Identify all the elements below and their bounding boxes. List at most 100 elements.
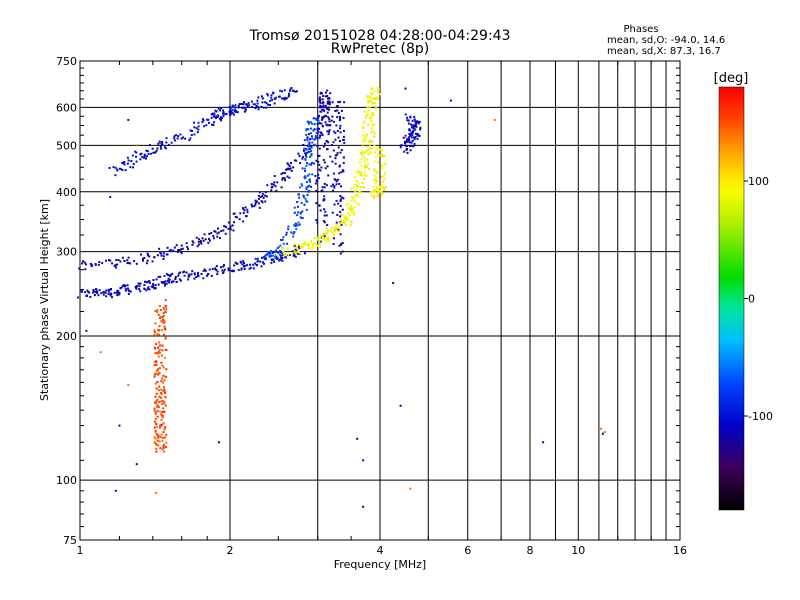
data-point — [158, 426, 161, 429]
data-point — [327, 238, 330, 241]
data-point — [339, 215, 342, 218]
data-point — [357, 169, 360, 172]
data-point — [360, 173, 363, 176]
data-point — [318, 154, 321, 157]
data-point — [85, 263, 88, 266]
data-point — [363, 120, 366, 123]
data-point — [338, 172, 341, 175]
data-point — [315, 159, 318, 162]
data-point — [384, 186, 387, 189]
data-point — [162, 407, 165, 410]
data-point — [411, 134, 414, 137]
data-point — [326, 89, 329, 92]
data-point — [409, 149, 412, 152]
data-point — [158, 325, 161, 328]
phase-colorbar: 100 0 -100 [deg] — [714, 71, 773, 511]
data-point — [409, 116, 412, 119]
data-point — [306, 144, 309, 147]
data-point — [323, 238, 326, 241]
data-point — [201, 237, 204, 240]
data-point — [249, 263, 252, 266]
data-point — [411, 124, 414, 127]
data-point — [193, 273, 196, 276]
data-point — [163, 410, 166, 413]
data-point — [193, 277, 196, 280]
data-point — [305, 137, 308, 140]
data-point — [98, 261, 101, 264]
data-point — [143, 153, 146, 156]
data-point — [246, 105, 249, 108]
data-point — [368, 97, 371, 100]
data-point — [367, 123, 370, 126]
data-point — [374, 178, 377, 181]
data-point — [207, 272, 210, 275]
data-point — [276, 258, 279, 261]
data-point — [350, 199, 353, 202]
data-point — [340, 242, 343, 245]
data-point — [419, 128, 422, 131]
data-point — [367, 162, 370, 165]
data-point — [139, 253, 142, 256]
data-point — [293, 211, 296, 214]
data-point — [408, 139, 411, 142]
data-point — [404, 87, 407, 90]
data-point — [273, 181, 276, 184]
data-point — [174, 134, 177, 137]
data-point — [279, 244, 282, 247]
data-point — [294, 255, 297, 258]
data-point — [345, 218, 348, 221]
data-point — [307, 121, 310, 124]
data-point — [153, 409, 156, 412]
data-point — [338, 164, 341, 167]
data-point — [281, 247, 284, 250]
data-point — [295, 249, 298, 252]
data-point — [368, 95, 371, 98]
data-point — [314, 174, 317, 177]
data-point — [415, 132, 418, 135]
data-point — [177, 272, 180, 275]
data-point — [305, 127, 308, 130]
data-point — [154, 437, 157, 440]
data-point — [323, 214, 326, 217]
data-point — [349, 209, 352, 212]
data-point — [378, 190, 381, 193]
data-point — [312, 243, 315, 246]
data-point — [264, 194, 267, 197]
data-point — [373, 144, 376, 147]
data-point — [237, 106, 240, 109]
data-point — [295, 228, 298, 231]
data-point — [161, 402, 164, 405]
data-point — [270, 189, 273, 192]
trace-x-trace — [275, 86, 381, 256]
data-point — [272, 254, 275, 257]
data-point — [342, 162, 345, 165]
data-point — [156, 439, 159, 442]
data-point — [236, 262, 239, 265]
data-point — [232, 113, 235, 116]
data-point — [327, 124, 330, 127]
data-point — [311, 173, 314, 176]
data-point — [335, 229, 338, 232]
data-point — [254, 199, 257, 202]
data-point — [222, 272, 225, 275]
data-point — [314, 136, 317, 139]
data-point — [273, 260, 276, 263]
data-point — [261, 97, 264, 100]
data-point — [305, 208, 308, 211]
data-point — [156, 147, 159, 150]
data-point — [300, 183, 303, 186]
data-point — [372, 112, 375, 115]
data-point — [201, 118, 204, 121]
data-point — [357, 171, 360, 174]
data-point — [203, 268, 206, 271]
data-point — [159, 275, 162, 278]
data-point — [369, 115, 372, 118]
data-point — [376, 96, 379, 99]
data-point — [350, 223, 353, 226]
data-point — [246, 264, 249, 267]
data-point — [302, 194, 305, 197]
data-point — [383, 178, 386, 181]
data-point — [304, 154, 307, 157]
data-point — [228, 110, 231, 113]
data-point — [330, 185, 333, 188]
